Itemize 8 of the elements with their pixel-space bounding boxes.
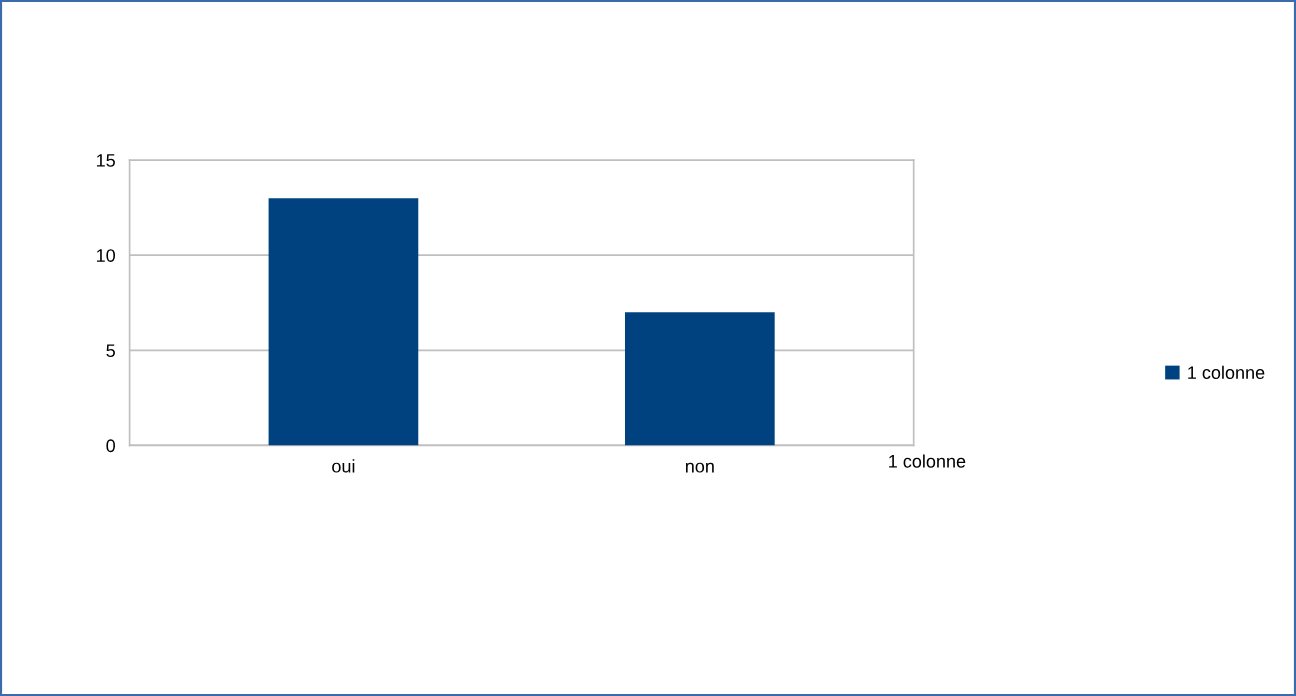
y-tick-label: 0 xyxy=(106,439,116,453)
legend-label: 1 colonne xyxy=(1188,365,1265,379)
x-tick-label: oui xyxy=(332,459,355,473)
text: 1 colonne xyxy=(889,454,966,468)
x-tick-label: non xyxy=(685,462,714,473)
y-tick-label: 10 xyxy=(97,249,116,262)
y-tick-label: 15 xyxy=(97,154,115,167)
y-tick-label: 5 xyxy=(106,344,115,358)
